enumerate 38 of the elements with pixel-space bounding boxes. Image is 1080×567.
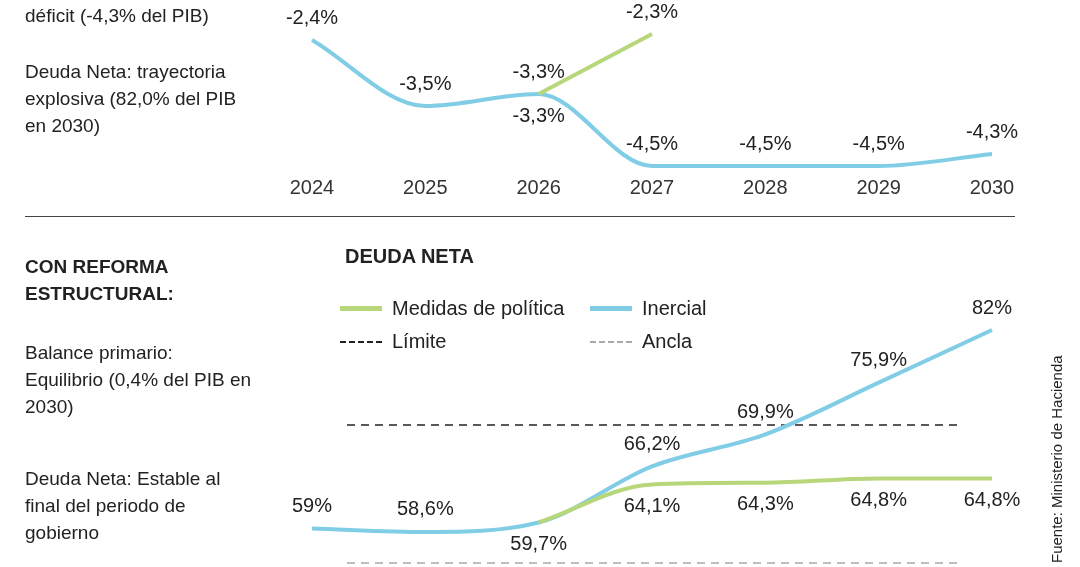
x-tick-label: 2026 xyxy=(516,175,561,198)
chart-title: DEUDA NETA xyxy=(345,245,474,268)
text: CON REFORMA ESTRUCTURAL: xyxy=(25,255,175,306)
data-label: -2,4% xyxy=(285,5,339,28)
legend-label: Medidas de política xyxy=(392,297,565,320)
data-label: 64,3% xyxy=(736,492,794,515)
data-label: -4,5% xyxy=(739,131,792,154)
data-label: 59% xyxy=(291,494,333,516)
data-label: 69,9% xyxy=(736,399,794,422)
data-label: -4,5% xyxy=(852,131,905,154)
x-tick-label: 2028 xyxy=(743,175,788,198)
x-tick-label: 2027 xyxy=(629,175,675,198)
data-label: -3,3% xyxy=(512,103,565,126)
data-label: -3,5% xyxy=(399,71,452,94)
data-label: 64,8% xyxy=(963,487,1021,510)
data-label: 75,9% xyxy=(850,348,908,371)
text: Balance primario: Equilibrio (0,4% del PIB en 2030) xyxy=(25,341,252,419)
text: déficit (-4,3% del PIB) xyxy=(25,4,210,28)
x-tick-label: 2030 xyxy=(969,175,1015,198)
data-label: 64,1% xyxy=(623,493,681,516)
x-tick-label: 2025 xyxy=(403,175,448,198)
data-label: -3,3% xyxy=(512,59,565,82)
legend-label: Inercial xyxy=(642,297,707,320)
text: Deuda Neta: trayectoria explosiva (82,0% del PIB en 2030) xyxy=(25,60,238,138)
x-tick-label: 2029 xyxy=(856,175,901,198)
data-label: 82% xyxy=(971,295,1013,318)
legend-label: Límite xyxy=(392,330,447,353)
text: Deuda Neta: Estable al final del periodo de gobierno xyxy=(25,467,222,545)
data-label: -4,3% xyxy=(965,119,1019,142)
data-label: -2,3% xyxy=(625,0,679,22)
x-tick-label: 2024 xyxy=(289,175,335,198)
data-label: -4,5% xyxy=(625,131,679,154)
legend-label: Ancla xyxy=(642,330,693,353)
data-label: 64,8% xyxy=(850,487,908,510)
data-label: 66,2% xyxy=(623,431,681,454)
data-label: 58,6% xyxy=(396,497,454,520)
source-note: Fuente: Ministerio de Hacienda xyxy=(1048,355,1065,563)
data-label: 59,7% xyxy=(510,531,568,554)
